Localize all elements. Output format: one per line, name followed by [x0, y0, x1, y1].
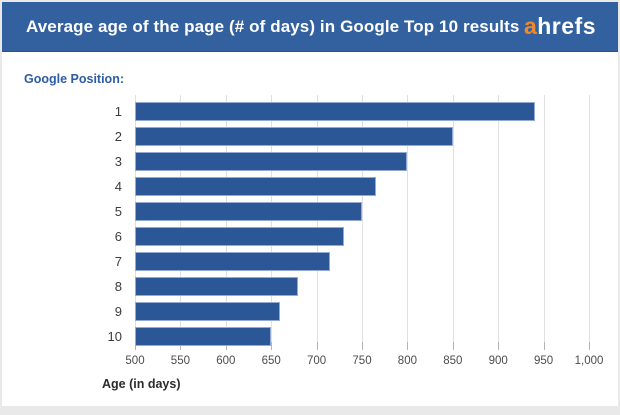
y-axis-tick-label: 10 [107, 329, 122, 344]
axis-tick [271, 342, 273, 350]
x-axis-tick-label: 850 [443, 355, 463, 367]
ahrefs-logo: ahrefs [524, 15, 596, 38]
chart-background: Average age of the page (# of days) in G… [2, 2, 618, 406]
bar-position-4 [135, 177, 376, 196]
bar-position-1 [135, 102, 535, 121]
chart-title: Average age of the page (# of days) in G… [26, 16, 520, 36]
axis-tick [452, 342, 454, 350]
x-axis-tick-label: 600 [216, 355, 236, 367]
x-axis-tick-label: 550 [170, 355, 190, 367]
y-axis-group-label: Google Position: [24, 72, 124, 86]
bar-position-3 [135, 152, 408, 171]
bar-position-6 [135, 227, 344, 246]
x-axis-tick-label: 700 [307, 355, 327, 367]
bar-position-8 [135, 277, 299, 296]
bar-position-2 [135, 127, 453, 146]
y-axis-tick-label: 7 [114, 254, 122, 269]
gridline [589, 95, 590, 342]
x-axis-title: Age (in days) [102, 377, 181, 391]
y-axis-tick-label: 1 [114, 104, 122, 119]
gridline [543, 95, 545, 342]
bar-position-10 [135, 327, 272, 346]
bar-position-7 [135, 252, 331, 271]
axis-tick [225, 342, 227, 350]
axis-tick [362, 342, 363, 350]
ahrefs-logo-a: a [523, 13, 538, 39]
x-axis-tick-label: 650 [261, 355, 281, 367]
axis-tick [135, 342, 136, 350]
axis-tick [316, 342, 318, 350]
y-axis-tick-label: 8 [114, 279, 122, 294]
x-axis-tick-label: 800 [397, 355, 417, 367]
x-axis-tick-label: 1,000 [574, 355, 604, 367]
gridline [407, 95, 409, 342]
y-axis-tick-label: 2 [114, 129, 122, 144]
gridline [452, 95, 454, 342]
plot-area [135, 95, 590, 350]
ahrefs-logo-hrefs: hrefs [537, 13, 596, 39]
x-axis-tick-label: 900 [488, 355, 508, 367]
bar-position-5 [135, 202, 362, 221]
y-axis-tick-label: 3 [114, 154, 122, 169]
y-axis-tick-label: 5 [114, 204, 122, 219]
y-axis-tick-label: 4 [114, 179, 122, 194]
header-bar: Average age of the page (# of days) in G… [2, 2, 618, 52]
y-axis-tick-label: 9 [114, 304, 122, 319]
bar-position-9 [135, 302, 281, 321]
axis-tick [180, 342, 182, 350]
gridline [362, 95, 363, 342]
axis-tick [543, 342, 545, 350]
axis-tick [498, 342, 500, 350]
axis-tick [407, 342, 409, 350]
gridline [498, 95, 500, 342]
x-axis-tick-label: 750 [352, 355, 372, 367]
x-axis-tick-label: 950 [534, 355, 554, 367]
x-axis-tick-label: 500 [125, 355, 145, 367]
y-axis-tick-label: 6 [114, 229, 122, 244]
axis-tick [589, 342, 590, 350]
